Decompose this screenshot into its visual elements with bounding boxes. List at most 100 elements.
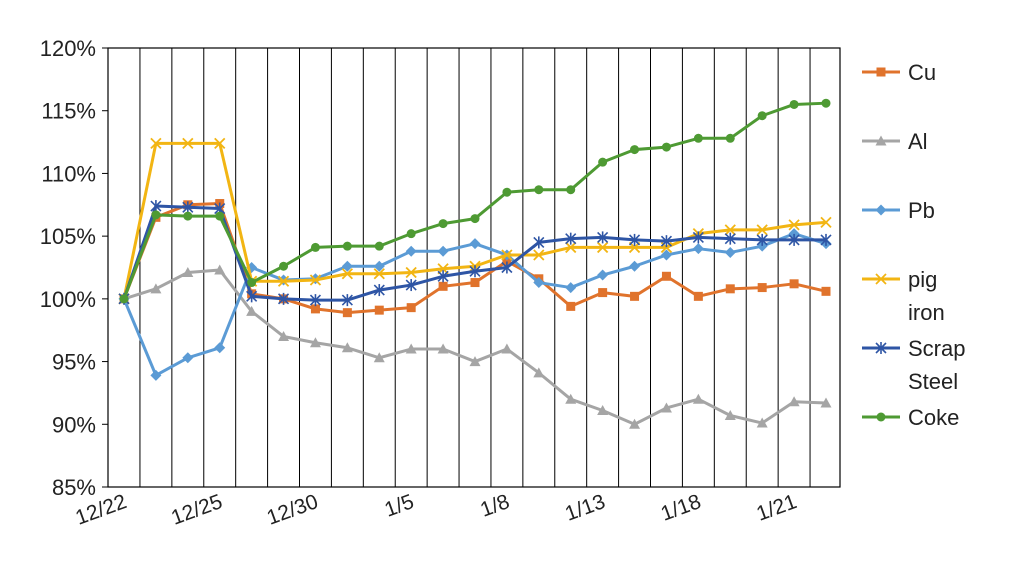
- data-point-cu: [693, 291, 703, 301]
- data-point-coke: [151, 210, 161, 220]
- data-point-cu: [342, 308, 352, 318]
- x-tick-label: 1/8: [477, 490, 512, 522]
- legend-label-cu: Cu: [908, 60, 936, 85]
- y-tick-label: 105%: [40, 224, 96, 249]
- data-point-pig-iron: [596, 241, 609, 254]
- data-point-scrap-steel: [660, 235, 673, 248]
- data-point-pb: [660, 249, 672, 261]
- legend-marker-al: [875, 135, 887, 146]
- y-tick-label: 100%: [40, 287, 96, 312]
- legend-item-cu: Cu: [862, 60, 936, 85]
- data-point-al: [660, 402, 672, 413]
- data-point-al: [373, 352, 385, 363]
- data-point-cu: [661, 271, 671, 281]
- data-point-pig-iron: [405, 266, 417, 279]
- data-point-al: [629, 418, 641, 429]
- data-point-coke: [342, 241, 352, 251]
- data-point-scrap-steel: [309, 294, 322, 307]
- legend-marker-scrap-steel: [875, 342, 887, 354]
- legend-label-al: Al: [908, 129, 928, 154]
- vertical-gridlines: [139, 48, 811, 487]
- data-point-al: [533, 367, 545, 378]
- data-point-pig-iron: [501, 249, 513, 261]
- x-tick-label: 1/5: [382, 490, 417, 522]
- data-point-pb: [405, 245, 417, 257]
- data-point-scrap-steel: [246, 290, 258, 303]
- data-point-scrap-steel: [788, 233, 800, 246]
- data-point-cu: [438, 281, 448, 291]
- data-point-cu: [630, 291, 640, 301]
- data-point-pig-iron: [820, 216, 832, 228]
- legend-marker-coke: [876, 412, 886, 422]
- data-point-cu: [598, 288, 608, 298]
- data-point-pb: [437, 245, 449, 257]
- legend-marker-cu: [876, 67, 886, 77]
- data-point-al: [437, 343, 449, 354]
- data-point-coke: [821, 98, 831, 108]
- data-point-coke: [279, 261, 289, 271]
- legend-item-pb: Pb: [862, 198, 935, 223]
- data-point-al: [182, 267, 194, 278]
- data-point-cu: [789, 279, 799, 289]
- series-coke: [119, 98, 831, 304]
- legend-item-coke: Coke: [862, 405, 959, 430]
- data-point-scrap-steel: [724, 232, 736, 245]
- data-point-coke: [183, 211, 193, 221]
- legend-marker-pb: [875, 204, 887, 216]
- series-pig-iron: [118, 137, 832, 305]
- y-tick-label: 120%: [40, 36, 96, 61]
- data-point-coke: [789, 99, 799, 109]
- data-point-pig-iron: [277, 275, 290, 287]
- data-point-cu: [566, 301, 576, 311]
- y-tick-label: 115%: [41, 99, 96, 124]
- y-axis-ticks: 85% 90% 95% 100% 105% 110% 115% 120%: [40, 36, 108, 500]
- data-point-coke: [502, 187, 512, 197]
- series-pb: [118, 228, 832, 381]
- x-tick-label: 12/30: [264, 490, 321, 530]
- data-point-coke: [215, 211, 225, 221]
- data-point-pb: [469, 238, 481, 250]
- data-point-scrap-steel: [756, 233, 768, 246]
- x-tick-label: 12/25: [168, 490, 225, 530]
- data-point-cu: [406, 303, 416, 313]
- data-point-pig-iron: [341, 268, 354, 280]
- data-point-al: [788, 396, 800, 407]
- x-axis-ticks: 12/22 12/25 12/30 1/5 1/8 1/13 1/18 1/21: [72, 490, 799, 530]
- data-point-cu: [502, 256, 512, 266]
- data-point-al: [724, 410, 736, 421]
- y-tick-label: 90%: [52, 412, 96, 437]
- data-point-pb: [724, 246, 736, 258]
- data-point-scrap-steel: [533, 236, 545, 249]
- data-point-scrap-steel: [277, 292, 290, 305]
- data-point-pb: [373, 260, 385, 272]
- data-point-coke: [566, 185, 576, 195]
- data-point-al: [309, 337, 321, 348]
- data-point-pig-iron: [214, 137, 226, 149]
- data-point-cu: [725, 284, 735, 294]
- legend-label-pig-iron: pig iron: [908, 267, 945, 325]
- data-point-pig-iron: [533, 249, 545, 261]
- data-point-scrap-steel: [628, 233, 641, 246]
- legend-item-scrap-steel: Scrap Steel: [862, 336, 965, 394]
- data-point-pb: [341, 260, 353, 272]
- legend: Cu Al Pb pig iron Scrap Steel Coke: [862, 60, 965, 430]
- data-point-al: [756, 417, 768, 428]
- data-point-coke: [725, 133, 735, 143]
- data-point-pig-iron: [565, 241, 577, 254]
- data-point-scrap-steel: [437, 270, 449, 283]
- data-point-pb: [597, 269, 609, 281]
- legend-label-coke: Coke: [908, 405, 959, 430]
- data-point-cu: [821, 286, 831, 296]
- data-point-pig-iron: [788, 219, 800, 231]
- data-point-coke: [438, 219, 448, 229]
- data-point-coke: [310, 242, 320, 252]
- data-point-pig-iron: [724, 224, 736, 236]
- data-point-al: [501, 343, 513, 354]
- data-point-scrap-steel: [469, 265, 481, 278]
- data-point-pb: [214, 342, 226, 354]
- x-tick-label: 1/18: [658, 490, 704, 526]
- legend-label-pb: Pb: [908, 198, 935, 223]
- data-point-scrap-steel: [692, 231, 704, 244]
